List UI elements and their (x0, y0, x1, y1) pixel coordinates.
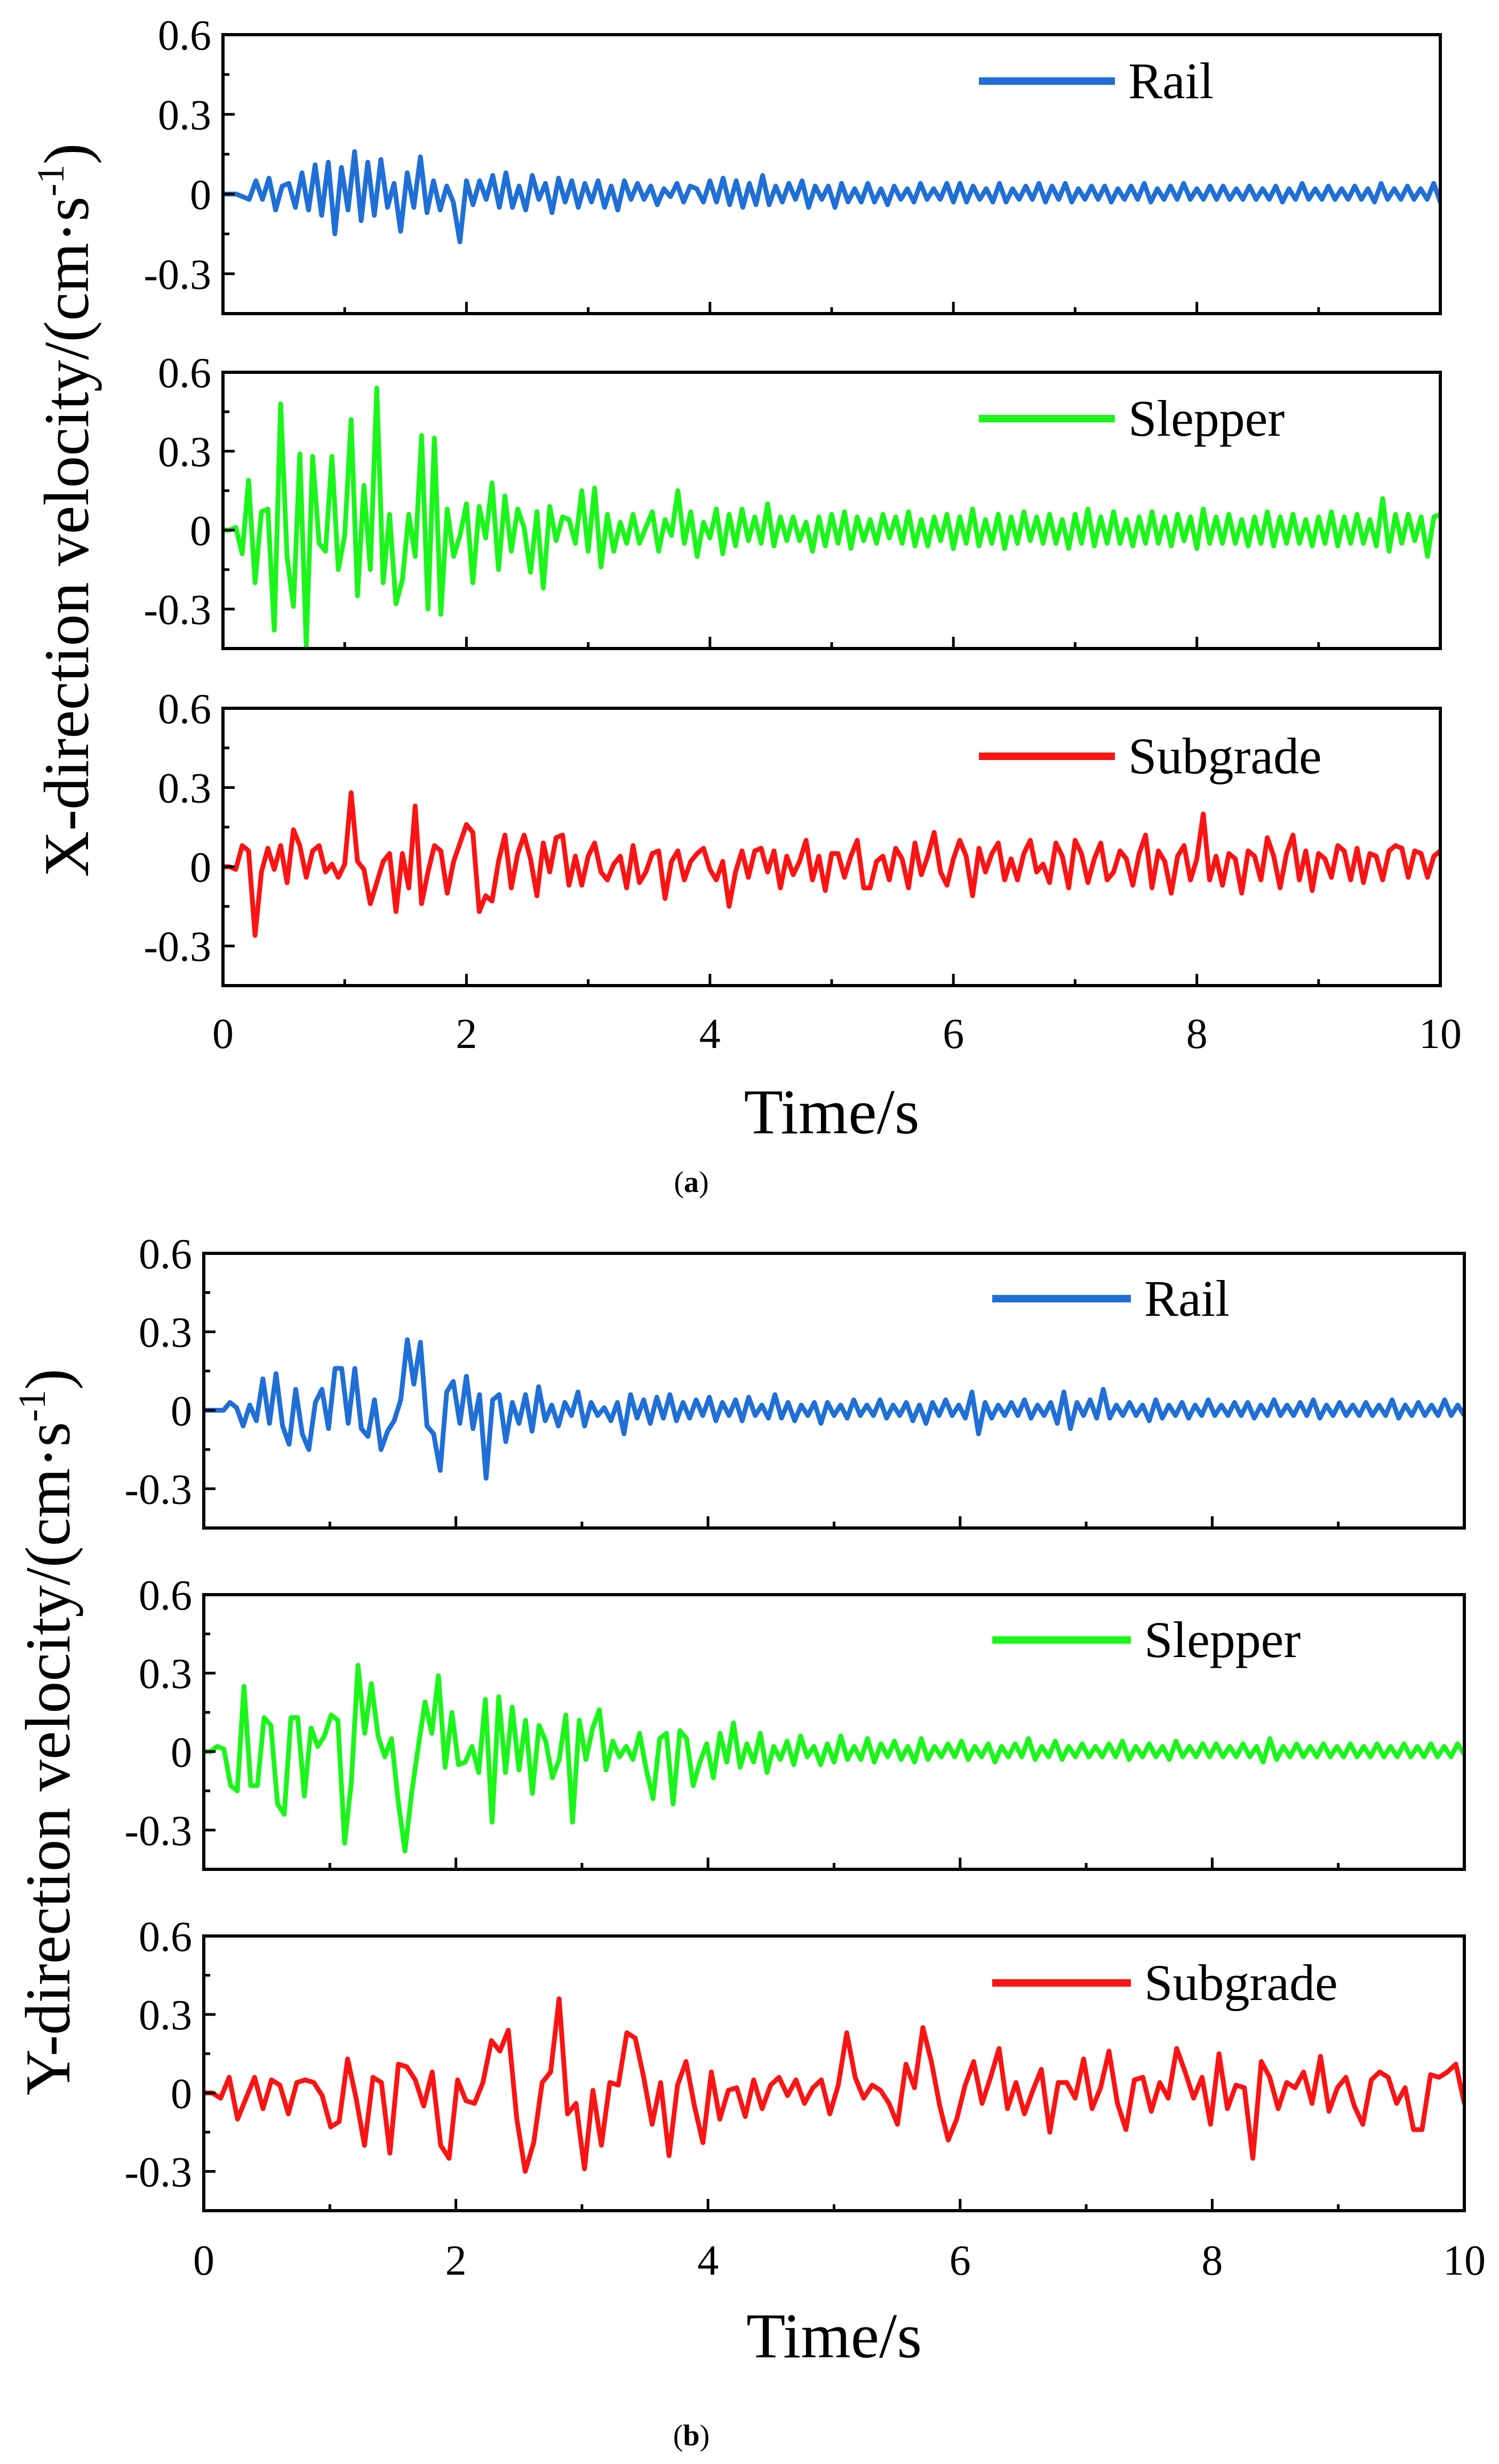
chart-a-xtick-label: 6 (943, 1011, 964, 1058)
chart-b-panel-1-ytick-label: -0.3 (124, 1466, 192, 1513)
chart-b-y-axis-title-sup: -1 (11, 1390, 53, 1422)
chart-a-panel-3-legend-label: Subgrade (1128, 727, 1322, 785)
chart-a-panel-2-ytick-label: -0.3 (143, 587, 211, 634)
chart-b-x-axis-title: Time/s (746, 2300, 922, 2371)
chart-b-y-axis-title: Y-direction velocity/(cm·s-1) (11, 1369, 83, 2095)
chart-b-xtick-label: 8 (1201, 2237, 1223, 2284)
chart-b-panel-2-ytick-label: -0.3 (124, 1807, 192, 1854)
chart-b-panel-3-ytick-label: 0 (171, 2070, 192, 2117)
chart-b-xtick-label: 6 (950, 2237, 971, 2284)
chart-a-panel-2-legend-label: Slepper (1128, 390, 1285, 447)
chart-a-y-axis-title-close: ) (31, 143, 102, 164)
chart-b-panel-2: -0.3 0 0.3 0.6 Slepper (124, 1572, 1466, 1871)
chart-b-panel-3-ytick-label: 0.6 (139, 1914, 192, 1961)
chart-a-panel-3-series-line (223, 790, 1440, 938)
caption-a-letter: a (684, 1166, 699, 1199)
caption-b-letter: b (683, 2419, 699, 2452)
chart-a-panel-2: -0.3 0 0.3 0.6 Slepper (143, 350, 1442, 650)
caption-b: (b) (673, 2419, 709, 2452)
chart-b: -0.300.30.6Rail-0.300.30.6Slepper-0.300.… (11, 1231, 1486, 2371)
chart-b-panel-2-ytick-label: 0 (171, 1729, 192, 1776)
chart-b-panel-3-ytick-label: 0.3 (139, 1992, 192, 2039)
chart-b-panel-1-legend-label: Rail (1144, 1270, 1230, 1327)
chart-a-y-axis-title-base: X-direction velocity/(cm·s (31, 196, 102, 877)
chart-a-x-axis-title: Time/s (744, 1076, 919, 1147)
chart-a-xtick-label: 4 (699, 1011, 721, 1058)
chart-a-panel-2-series-line (223, 386, 1440, 649)
chart-a-panel-3-ytick-label: -0.3 (143, 924, 211, 971)
chart-b-y-axis-title-base: Y-direction velocity/(cm·s (12, 1422, 83, 2095)
chart-a-y-axis-title: X-direction velocity/(cm·s-1) (29, 143, 102, 877)
chart-a-panel-1-ytick-label: 0 (190, 172, 211, 219)
chart-a-panel-3-ytick-label: 0.6 (158, 686, 211, 733)
chart-a-panel-1-legend-label: Rail (1128, 52, 1214, 109)
chart-b-xtick-label: 0 (193, 2237, 214, 2284)
chart-b-panel-3-legend-label: Subgrade (1144, 1954, 1338, 2011)
chart-b-panel-3-series-line (204, 1996, 1464, 2174)
chart-b-panel-3-ytick-label: -0.3 (124, 2149, 192, 2196)
chart-a-panel-3-ytick-label: 0.3 (158, 765, 211, 812)
chart-b-panel-2-legend-label: Slepper (1144, 1611, 1301, 1668)
chart-b-panel-1-ytick-label: 0 (171, 1388, 192, 1435)
chart-a-xtick-label: 8 (1186, 1011, 1208, 1058)
chart-a-panel-2-ytick-label: 0.6 (158, 350, 211, 397)
caption-a-open: ( (674, 1166, 684, 1199)
caption-a: (a) (674, 1166, 708, 1199)
caption-b-open: ( (673, 2419, 683, 2452)
caption-a-close: ) (699, 1166, 709, 1199)
chart-a: -0.300.30.6Rail-0.300.30.6Slepper-0.300.… (29, 12, 1462, 1147)
chart-b-panel-1-ytick-label: 0.3 (139, 1309, 192, 1356)
chart-a-panel-2-ytick-label: 0 (190, 508, 211, 555)
chart-a-panel-3: -0.3 0 0.3 0.6 Subgrade (143, 686, 1442, 987)
chart-b-panel-1-ytick-label: 0.6 (139, 1231, 192, 1278)
chart-a-panel-1: -0.3 0 0.3 0.6 Rail (143, 12, 1442, 315)
chart-a-panel-1-ytick-label: -0.3 (143, 251, 211, 298)
chart-b-panel-1: -0.3 0 0.3 0.6 Rail (124, 1231, 1466, 1530)
chart-b-panel-2-ytick-label: 0.3 (139, 1651, 192, 1698)
chart-a-panel-1-ytick-label: 0.3 (158, 92, 211, 139)
chart-b-xtick-label: 2 (445, 2237, 467, 2284)
chart-a-y-axis-title-sup: -1 (29, 164, 72, 196)
chart-b-xtick-label: 4 (697, 2237, 719, 2284)
chart-b-panel-1-series-line (204, 1337, 1464, 1481)
chart-b-panel-2-ytick-label: 0.6 (139, 1572, 192, 1619)
chart-a-xtick-label: 10 (1419, 1011, 1462, 1058)
chart-b-panel-2-series-line (204, 1662, 1464, 1854)
chart-a-panel-1-series-line (223, 149, 1440, 244)
chart-a-xtick-label: 2 (456, 1011, 477, 1058)
chart-a-panel-1-ytick-label: 0.6 (158, 12, 211, 59)
chart-b-y-axis-title-close: ) (12, 1369, 83, 1390)
chart-a-panel-2-ytick-label: 0.3 (158, 429, 211, 476)
chart-b-xtick-label: 10 (1443, 2237, 1486, 2284)
chart-a-xtick-label: 0 (212, 1011, 234, 1058)
caption-b-close: ) (700, 2419, 710, 2452)
chart-b-panel-3: -0.3 0 0.3 0.6 Subgrade (124, 1914, 1466, 2212)
chart-a-panel-3-ytick-label: 0 (190, 844, 211, 891)
